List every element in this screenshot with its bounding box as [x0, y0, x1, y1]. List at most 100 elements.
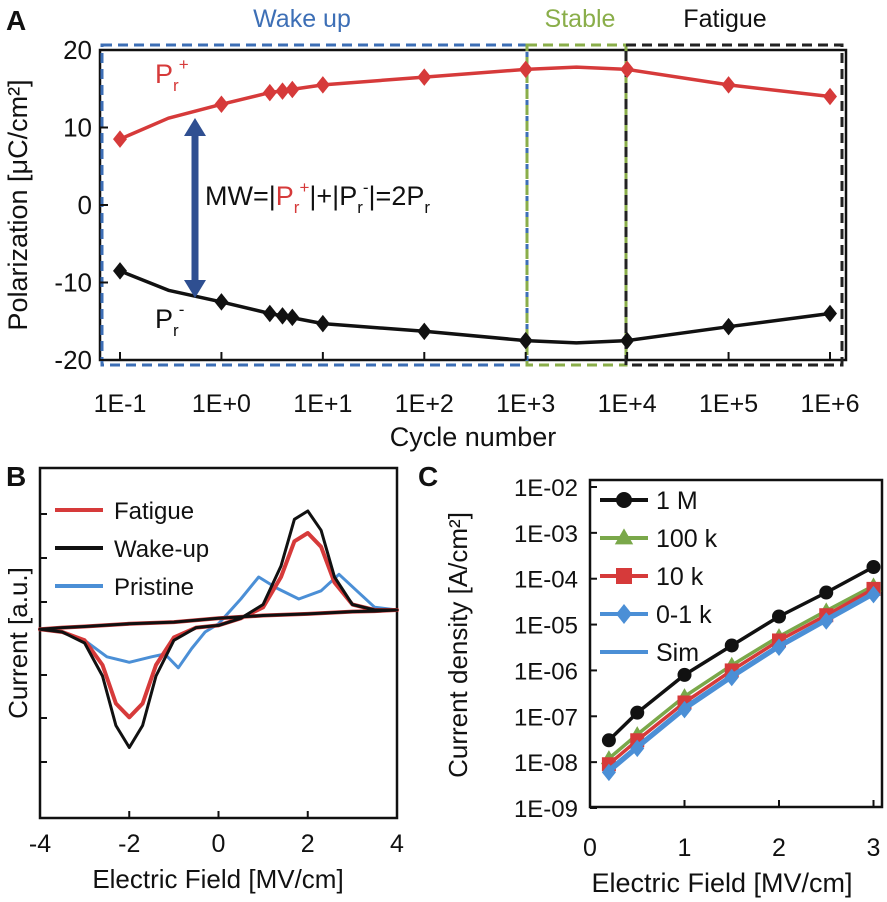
legend-marker	[614, 528, 634, 545]
legend-item-100-k: 100 k	[600, 525, 718, 553]
pr-plus-label: Pr+	[155, 55, 189, 95]
fatigue-region-box	[624, 43, 844, 367]
pr-minus-label: Pr-	[155, 300, 184, 340]
y-tick-label: 1E-06	[514, 658, 578, 685]
x-tick-label: 1	[678, 834, 692, 862]
mw-arrow-head-up	[184, 118, 206, 136]
x-tick-label: 1E+5	[699, 390, 758, 418]
mw-arrow-head-down	[184, 280, 206, 298]
panel-c-y-axis-label: Current density [A/cm²]	[443, 512, 473, 778]
stable-region-box	[525, 43, 628, 367]
data-point	[620, 331, 635, 350]
data-point	[677, 667, 692, 682]
panel-a: A Wake up Stable Fatigue 20 10 0 -10 -20 1E-…	[3, 5, 860, 452]
legend-item-10-k: 10 k	[600, 563, 704, 591]
series-pr-plus	[113, 60, 837, 148]
y-tick-label: 0	[78, 190, 92, 220]
x-tick-label: 2	[301, 830, 315, 858]
panel-b: B -4 -2 0 2 4 Current [a.u.] Electric Field …	[3, 461, 404, 894]
panel-b-x-ticks: -4 -2 0 2 4	[29, 811, 404, 858]
data-point	[315, 314, 330, 333]
data-point	[315, 76, 330, 94]
series-1-m	[601, 560, 881, 748]
y-tick-label: 1E-04	[514, 567, 578, 594]
x-tick-label: 1E-1	[94, 390, 147, 418]
legend-label: 0-1 k	[656, 601, 712, 629]
panel-c-plot-frame	[588, 478, 884, 809]
x-tick-label: 1E+1	[293, 390, 352, 418]
legend-marker	[616, 604, 632, 624]
data-point	[214, 293, 229, 311]
panel-c-legend: 1 M 100 k 10 k 0-1 k Sim	[600, 487, 718, 667]
x-tick-label: 0	[212, 830, 226, 858]
panel-a-series	[113, 60, 837, 350]
panel-a-y-axis-label: Polarization [μC/cm²]	[3, 79, 33, 330]
data-point	[819, 585, 834, 600]
data-point	[601, 733, 616, 748]
data-point	[866, 585, 881, 604]
x-tick-label: 2	[772, 834, 786, 862]
data-point	[113, 262, 127, 280]
data-point	[113, 130, 127, 148]
panel-c-label: C	[418, 461, 438, 492]
legend-item-sim: Sim	[600, 639, 699, 667]
legend-label: Wake-up	[114, 536, 209, 563]
panel-b-plot-frame	[38, 466, 399, 820]
data-point	[620, 60, 635, 79]
panel-b-legend: Fatigue Wake-up Pristine	[55, 498, 209, 601]
y-tick-label: 20	[63, 35, 92, 65]
legend-marker	[616, 568, 632, 584]
panel-b-y-axis-label: Current [a.u.]	[3, 567, 33, 719]
data-point	[518, 60, 533, 79]
y-tick-label: 1E-09	[514, 796, 578, 823]
y-tick-label: -10	[54, 268, 92, 298]
panel-a-y-ticks: 20 10 0 -10 -20	[54, 35, 108, 375]
data-point	[823, 87, 837, 106]
x-tick-label: 0	[583, 834, 597, 862]
x-tick-label: 1E+2	[395, 390, 454, 418]
x-tick-label: 4	[390, 830, 404, 858]
x-tick-label: 1E+6	[800, 390, 859, 418]
data-point	[866, 560, 881, 575]
panel-c-x-axis-label: Electric Field [MV/cm]	[591, 868, 852, 898]
legend-label: 10 k	[656, 563, 704, 591]
data-point	[823, 304, 837, 323]
data-point	[721, 76, 736, 94]
data-point	[417, 68, 432, 86]
data-point	[275, 82, 290, 100]
legend-item-fatigue: Fatigue	[55, 498, 194, 525]
x-tick-label: 3	[867, 834, 881, 862]
x-tick-label: 1E+0	[192, 390, 251, 418]
data-point	[518, 331, 533, 350]
legend-label: Fatigue	[114, 498, 194, 525]
panel-c: C 1E-021E-031E-041E-051E-061E-071E-081E-…	[418, 461, 884, 898]
x-tick-label: -4	[29, 830, 51, 858]
panel-c-y-ticks: 1E-02 1E-03 1E-04 1E-05 1E-06 1E-07 1E-08 1E-09	[514, 475, 597, 823]
series-pr-minus	[113, 262, 837, 350]
data-point	[721, 317, 736, 336]
x-tick-label: 1E+3	[496, 390, 555, 418]
panel-c-x-ticks: 0 1 2 3	[583, 800, 880, 862]
legend-item-wake-up: Wake-up	[55, 536, 209, 563]
legend-label: 100 k	[656, 525, 718, 553]
series-line	[607, 565, 876, 743]
panel-a-x-axis-label: Cycle number	[390, 422, 557, 452]
y-tick-label: 1E-08	[514, 750, 578, 777]
y-tick-label: 1E-07	[514, 704, 578, 731]
y-tick-label: 1E-05	[514, 613, 578, 640]
series-line	[607, 592, 876, 775]
panel-a-x-ticks: 1E-1 1E+0 1E+1 1E+2 1E+3 1E+4 1E+5 1E+6	[94, 352, 860, 418]
data-point	[724, 638, 739, 653]
x-tick-label: -2	[118, 830, 140, 858]
legend-item-0-1-k: 0-1 k	[600, 601, 712, 629]
legend-marker	[616, 492, 632, 508]
y-tick-label: 1E-02	[514, 475, 578, 502]
legend-item-1-m: 1 M	[600, 487, 698, 515]
stable-label: Stable	[545, 5, 616, 33]
series-sim	[607, 591, 875, 771]
data-point	[630, 705, 645, 720]
y-tick-label: 10	[63, 113, 92, 143]
series-line	[607, 591, 875, 771]
panel-c-series	[600, 560, 882, 782]
